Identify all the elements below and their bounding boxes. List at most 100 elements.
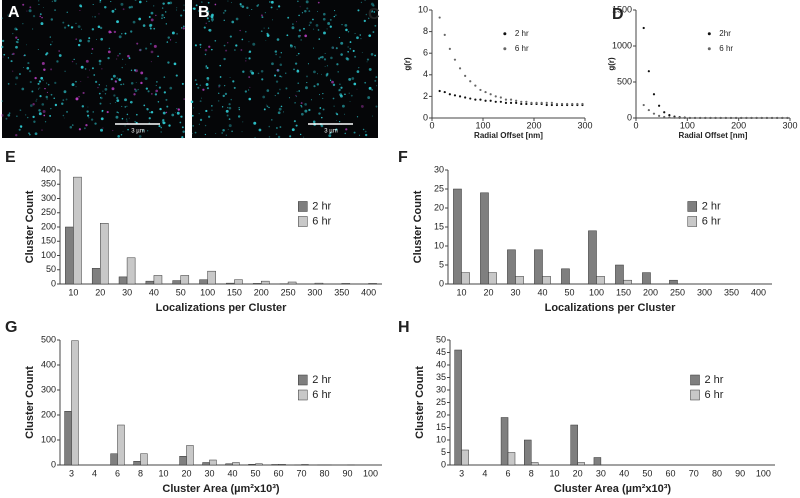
- speckle: [179, 121, 182, 124]
- point: [499, 96, 502, 99]
- speckle: [248, 57, 251, 60]
- speckle: [231, 130, 233, 133]
- speckle: [175, 9, 178, 11]
- speckle: [201, 97, 203, 99]
- speckle: [160, 126, 162, 129]
- speckle: [142, 24, 146, 27]
- x-tick-label: 8: [529, 468, 534, 478]
- x-tick-label: 30: [510, 287, 520, 297]
- y-tick-label: 30: [434, 164, 444, 174]
- speckle: [245, 60, 247, 62]
- speckle: [234, 49, 236, 51]
- speckle: [121, 105, 123, 108]
- point: [745, 116, 748, 120]
- bar: [71, 340, 79, 466]
- speckle: [153, 5, 155, 7]
- speckle: [157, 55, 159, 58]
- bar: [453, 188, 462, 285]
- speckle: [290, 44, 293, 48]
- speckle: [238, 107, 240, 109]
- speckle: [17, 38, 19, 41]
- speckle: [274, 74, 277, 77]
- speckle: [271, 62, 274, 66]
- x-tick-label: 40: [149, 287, 159, 297]
- speckle: [312, 18, 314, 21]
- speckle: [375, 76, 378, 79]
- speckle: [33, 120, 36, 123]
- legend-swatch: [687, 201, 698, 212]
- speckle: [100, 128, 104, 132]
- speckle: [39, 87, 41, 89]
- bar: [209, 459, 217, 466]
- point: [540, 101, 543, 104]
- speckle: [137, 88, 139, 91]
- speckle: [206, 87, 210, 90]
- speckle: [191, 133, 193, 134]
- speckle: [279, 126, 282, 128]
- speckle: [49, 43, 52, 46]
- point: [658, 104, 661, 107]
- speckle: [12, 70, 14, 72]
- speckle: [229, 35, 232, 38]
- speckle: [339, 83, 341, 86]
- point: [699, 116, 702, 120]
- speckle: [364, 130, 367, 133]
- point: [489, 99, 492, 102]
- speckle: [227, 106, 229, 109]
- speckle: [168, 124, 171, 127]
- speckle: [263, 108, 266, 111]
- speckle: [322, 108, 325, 111]
- speckle: [328, 134, 332, 138]
- speckle: [368, 67, 372, 71]
- speckle: [308, 108, 311, 112]
- speckle: [31, 28, 34, 30]
- speckle: [181, 82, 184, 85]
- speckle: [329, 25, 332, 28]
- speckle: [94, 122, 97, 125]
- speckle: [297, 0, 299, 3]
- speckle: [336, 63, 339, 66]
- x-tick-label: 8: [138, 468, 143, 478]
- y-tick-label: 20: [434, 202, 444, 212]
- y-tick-label: 6: [423, 48, 428, 58]
- x-tick-label: 3: [459, 468, 464, 478]
- speckle: [7, 57, 10, 59]
- point: [709, 116, 712, 120]
- legend-swatch: [707, 32, 711, 36]
- speckle: [241, 131, 243, 133]
- bar: [301, 464, 309, 466]
- speckle: [317, 11, 318, 13]
- speckle: [264, 12, 266, 14]
- speckle: [272, 19, 274, 21]
- x-tick-label: 350: [724, 287, 739, 297]
- speckle: [163, 76, 166, 78]
- speckle: [169, 86, 173, 90]
- speckle: [128, 117, 130, 119]
- point: [642, 103, 645, 107]
- speckle: [79, 10, 81, 11]
- speckle: [247, 89, 250, 91]
- point: [693, 116, 697, 120]
- speckle: [199, 100, 202, 103]
- speckle: [304, 34, 307, 38]
- speckle: [169, 39, 172, 41]
- speckle: [56, 60, 59, 63]
- speckle: [356, 116, 359, 118]
- speckle: [224, 9, 227, 12]
- speckle: [280, 105, 283, 108]
- speckle: [275, 53, 277, 56]
- bar: [73, 176, 82, 285]
- speckle: [374, 24, 377, 27]
- speckle: [113, 94, 116, 97]
- speckle: [344, 132, 347, 135]
- speckle: [110, 0, 112, 3]
- speckle: [130, 5, 134, 9]
- speckle: [251, 71, 255, 75]
- point: [683, 116, 686, 120]
- x-tick-label: 100: [363, 468, 378, 478]
- speckle: [114, 101, 116, 103]
- point: [545, 103, 548, 107]
- bar: [248, 464, 256, 466]
- speckle: [362, 128, 365, 131]
- speckle: [194, 44, 197, 47]
